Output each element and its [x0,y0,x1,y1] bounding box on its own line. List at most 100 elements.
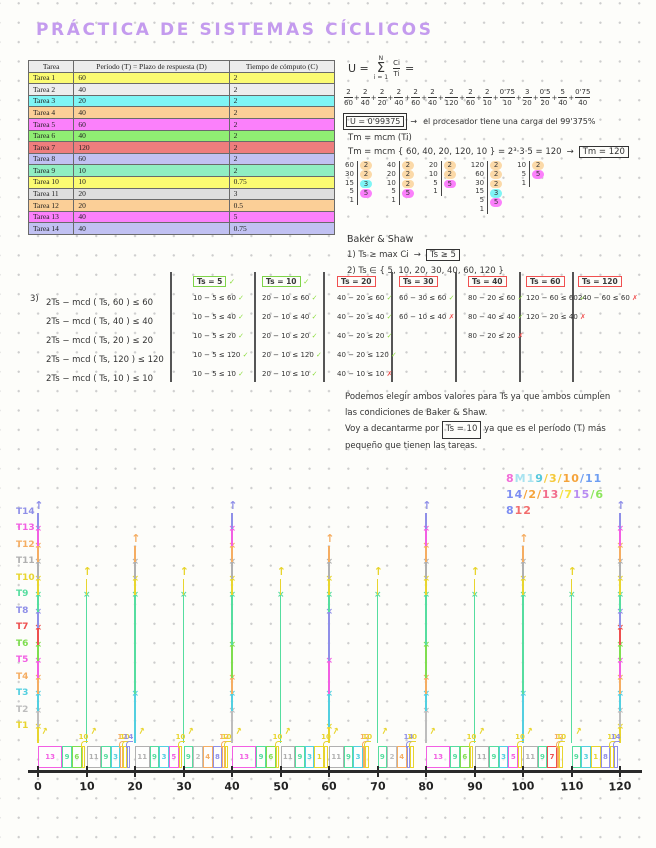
fraction-term: 2 20 [377,88,387,107]
fraction-denominator: 40 [427,99,437,108]
fraction-bar [558,97,568,99]
release-line-segment [37,595,39,612]
ts-column-header: Ts = 20 [337,276,376,287]
x-axis-tick-label: 20 [126,779,144,794]
frame-release-arrow-icon: ↑ [426,725,438,739]
release-arrow-icon: ↑ [373,564,383,578]
schedule-task-box: 3 [159,746,169,768]
check-expression: 20 − 10 ≤ 20 [262,332,312,340]
release-x-icon: × [131,557,140,567]
schedule-task-box: 9 [377,746,388,768]
task-axis-label: T14 [16,506,35,517]
annotation-segment: /7 [559,488,573,501]
fraction-term: 2 40 [394,88,404,108]
table-row: Tarea 14 40 0.75 [27,222,336,235]
prime-factor: 2 [532,161,545,170]
task-table-header: Tarea Período (T) = Plazo de respuesta (D… [27,60,336,73]
sliver-task-label: 14 [403,733,414,741]
ts-check-row: 80 − 20 ≤ 60 ✓ [468,294,523,302]
schedule-task-box: 1 [590,746,601,768]
fraction-term: 2 40 [360,88,370,107]
schedule-task-box: 9 [571,746,582,768]
column-divider [170,272,172,382]
release-x-icon: × [228,540,237,551]
ts-header-box: Ts = 5 [193,276,227,287]
prime-factor: 2 [401,161,414,170]
release-line-segment [473,595,476,743]
schedule-task-box: 11 [329,746,344,768]
release-line-segment [231,529,233,546]
fraction-bar [499,97,515,99]
release-line-segment [619,727,621,743]
plus-sign: + [421,93,427,102]
fraction-denominator: 40 [394,99,404,108]
plus-sign: + [492,93,499,102]
x-axis-tick-label: 50 [272,779,289,794]
schedule-task-box: 9 [450,746,460,768]
sliver-pointer-arc [125,741,133,748]
sliver-task-label: 14 [610,733,621,741]
table-cell: Tarea 3 [27,94,75,108]
task-axis-label: T13 [16,523,35,533]
fraction-denominator: 60 [411,99,421,108]
fraction-denominator: 10 [482,99,492,108]
condition-2: 2) Ts ∈ { 5, 10, 20, 30, 40, 60, 120 } [347,266,504,276]
conclusion-line-1: Podemos elegir ambos valores para Ts ya … [345,392,611,402]
schedule-task-box [610,746,614,768]
prime-factor: 2 [443,161,456,170]
schedule-task-box [178,746,183,768]
schedule-task-box: 3 [110,746,121,768]
table-cell: Tarea 14 [27,222,75,235]
prime-factor: 2 [401,170,414,179]
release-line-segment [425,578,427,595]
table-cell: 5 [228,210,336,224]
release-x-icon: × [34,623,43,633]
release-x-icon: × [34,705,43,716]
table-cell: 2 [228,83,336,96]
release-x-icon: × [568,590,576,600]
release-line-segment [37,611,39,628]
task-axis-label: T2 [16,704,29,715]
ts-check-row: 20 − 10 ≤ 10 ✓ [262,370,317,378]
release-x-icon: × [519,573,528,584]
plus-sign: + [515,93,522,102]
schedule-task-box [126,746,131,768]
x-axis-tick-label: 30 [175,779,192,794]
x-axis-tick [522,766,524,777]
check-icon: ✓ [242,351,249,359]
check-expression: 240 − 60 ≤ 60 [578,294,633,302]
check-icon: ✓ [316,351,322,359]
factor-tree-120: 120 60 30 15 5 1 2 2 2 3 5 [471,161,503,214]
sliver-task-label: 10 [515,733,525,741]
plus-sign: + [404,93,411,102]
plus-sign: + [437,93,444,102]
dividend: 15 [475,187,485,196]
condition-1-text: 1) Ts ≥ max Ci [347,250,409,260]
sliver-task-label: 12 [359,733,370,741]
schedule-task-box: 11 [523,746,538,768]
check-icon: ✓ [580,294,586,302]
sliver-pointer-arc [468,741,476,748]
cross-icon: ✗ [448,313,455,321]
sliver-task-label: 12 [117,733,128,741]
release-line-segment [328,611,330,661]
release-line-segment [425,512,427,529]
column-divider [572,272,574,382]
table-cell: 3 [228,187,336,201]
annotation-segment: 15 [573,488,591,501]
schedule-task-box: 2 [387,746,397,768]
release-x-icon: × [34,540,43,551]
release-x-icon: × [325,573,334,584]
x-axis-tick [425,766,427,777]
table-cell: 2 [228,106,336,119]
release-line-segment [425,710,427,743]
fraction-numerator: 2 [485,88,490,96]
sliver-pointer-arc [405,741,413,748]
release-line-segment [425,677,427,694]
fraction-term: 2 60 [411,88,421,108]
release-x-icon: × [325,606,334,617]
schedule-task-box: 3 [304,746,315,768]
table-cell: 40 [73,129,230,143]
dividend: 30 [345,169,354,178]
check-expression: 10 − 5 ≤ 20 [193,332,239,340]
